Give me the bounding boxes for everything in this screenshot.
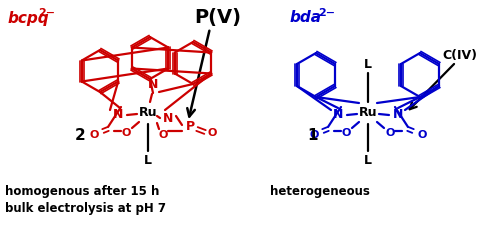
Text: heterogeneous: heterogeneous: [270, 185, 370, 198]
Text: C(IV): C(IV): [442, 49, 478, 61]
Text: O: O: [418, 130, 426, 140]
Text: bda: bda: [290, 10, 322, 26]
Text: O: O: [122, 128, 130, 138]
Text: Ru: Ru: [139, 106, 157, 120]
Text: Ru: Ru: [359, 106, 378, 120]
Text: O: O: [158, 130, 168, 140]
Text: 2−: 2−: [318, 8, 335, 18]
Text: bcpq: bcpq: [8, 10, 50, 26]
Text: O: O: [342, 128, 350, 138]
Text: N: N: [333, 109, 343, 122]
Text: O: O: [310, 130, 318, 140]
Text: L: L: [364, 154, 372, 167]
Text: 2: 2: [74, 128, 86, 142]
Text: N: N: [148, 79, 158, 92]
Text: homogenous after 15 h
bulk electrolysis at pH 7: homogenous after 15 h bulk electrolysis …: [5, 185, 166, 215]
Text: O: O: [208, 128, 216, 138]
Text: 1: 1: [308, 128, 318, 142]
Text: L: L: [364, 59, 372, 71]
Text: N: N: [163, 112, 173, 124]
Text: P: P: [186, 121, 194, 133]
Text: L: L: [144, 154, 152, 167]
Text: P(V): P(V): [194, 9, 242, 28]
Text: N: N: [113, 109, 123, 122]
Text: N: N: [393, 109, 403, 122]
Text: O: O: [386, 128, 394, 138]
Text: 2−: 2−: [38, 8, 55, 18]
Text: O: O: [90, 130, 98, 140]
